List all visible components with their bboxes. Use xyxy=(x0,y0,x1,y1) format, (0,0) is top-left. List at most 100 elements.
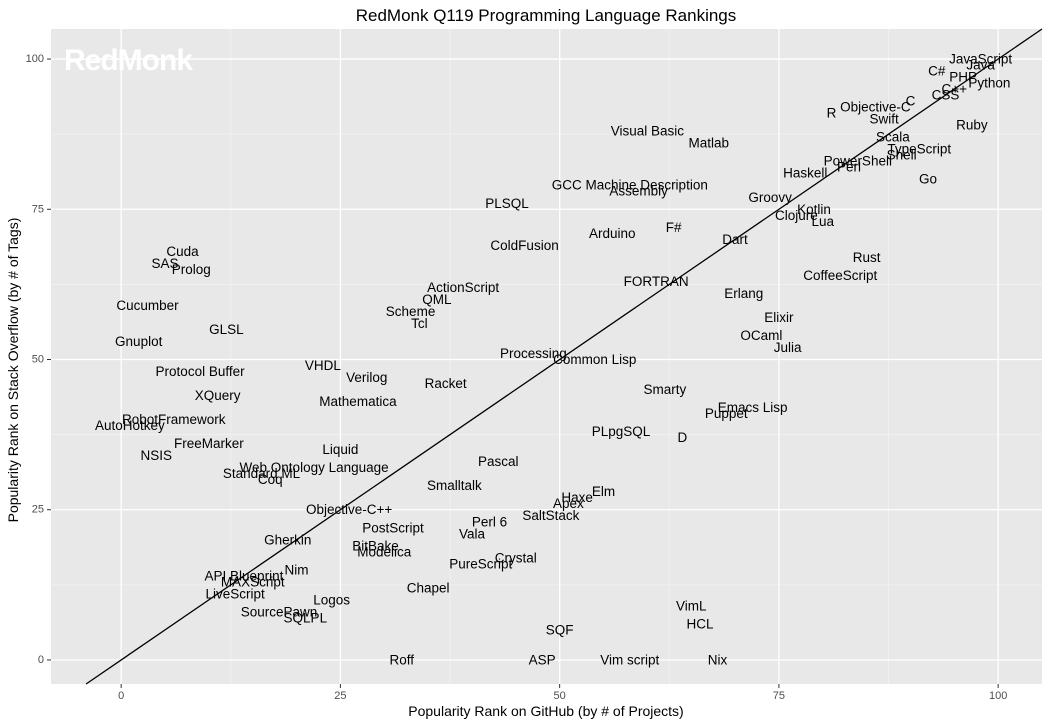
point-label: Chapel xyxy=(407,580,450,595)
point-label: Clojure xyxy=(775,208,818,223)
x-axis-ticks: 0 25 50 75 100 xyxy=(118,684,1007,702)
point-label: Vim script xyxy=(600,652,659,667)
point-label: PostScript xyxy=(362,520,424,535)
point-label: Standard ML xyxy=(223,466,301,481)
y-tick-label: 75 xyxy=(32,203,44,215)
point-label: GLSL xyxy=(209,322,244,337)
point-label: FORTRAN xyxy=(624,274,689,289)
point-label: Protocol Buffer xyxy=(156,364,246,379)
point-label: Elixir xyxy=(764,310,794,325)
point-label: Vala xyxy=(459,526,486,541)
y-axis-ticks: 0 25 50 75 100 xyxy=(26,53,51,666)
point-label: API Blueprint xyxy=(205,568,284,583)
point-label: Ruby xyxy=(956,118,988,133)
point-label: Rust xyxy=(853,250,881,265)
chart-title: RedMonk Q119 Programming Language Rankin… xyxy=(356,6,737,25)
point-label: SQLPL xyxy=(284,610,328,625)
point-label: Racket xyxy=(425,376,467,391)
point-label: VimL xyxy=(676,598,707,613)
point-label: XQuery xyxy=(195,388,241,403)
point-label: Coq xyxy=(258,472,283,487)
x-tick-label: 100 xyxy=(989,690,1007,702)
x-tick-label: 75 xyxy=(773,690,785,702)
y-tick-label: 50 xyxy=(32,354,44,366)
point-label: Crystal xyxy=(495,550,537,565)
point-label: Puppet xyxy=(705,406,748,421)
point-label: ActionScript xyxy=(427,280,499,295)
point-label: Prolog xyxy=(172,262,211,277)
point-label: Arduino xyxy=(589,226,636,241)
y-tick-label: 25 xyxy=(32,504,44,516)
point-label: Java xyxy=(966,58,995,73)
point-label: FreeMarker xyxy=(174,436,244,451)
point-label: R xyxy=(827,106,837,121)
point-label: Common Lisp xyxy=(553,352,636,367)
y-tick-label: 0 xyxy=(38,654,44,666)
watermark-logo: RedMonk xyxy=(64,44,193,77)
point-label: QML xyxy=(422,292,452,307)
point-label: Erlang xyxy=(724,286,763,301)
point-label: Nim xyxy=(285,562,309,577)
point-label: SaltStack xyxy=(522,508,579,523)
point-label: Objective-C xyxy=(840,100,911,115)
point-label: ASP xyxy=(529,652,556,667)
point-label: Matlab xyxy=(688,136,729,151)
point-label: PHP xyxy=(949,70,977,85)
point-label: GCC Machine Description xyxy=(552,178,708,193)
point-label: MAXScript xyxy=(221,574,285,589)
point-label: Shell xyxy=(887,148,917,163)
point-label: Perl xyxy=(837,160,861,175)
point-label: C++ xyxy=(942,82,968,97)
point-label: Scheme xyxy=(386,304,436,319)
x-tick-label: 50 xyxy=(554,690,566,702)
point-label: Visual Basic xyxy=(611,124,685,139)
point-label: NSIS xyxy=(140,448,172,463)
point-label: Haskell xyxy=(783,166,827,181)
point-label: Perl 6 xyxy=(472,514,507,529)
point-label: Web Ontology Language xyxy=(240,460,389,475)
point-label: BitBake xyxy=(352,538,399,553)
point-label: Roff xyxy=(390,652,415,667)
x-tick-label: 25 xyxy=(334,690,346,702)
point-label: PLSQL xyxy=(485,196,529,211)
point-label: D xyxy=(678,430,688,445)
point-label: TypeScript xyxy=(887,142,951,157)
point-label: Cucumber xyxy=(116,298,179,313)
point-label: C xyxy=(906,94,916,109)
point-label: Lua xyxy=(811,214,834,229)
point-label: Mathematica xyxy=(319,394,397,409)
point-label: AutoHotkey xyxy=(95,418,165,433)
point-label: PLpgSQL xyxy=(592,424,651,439)
point-label: RobotFramework xyxy=(122,412,226,427)
y-axis-label: Popularity Rank on Stack Overflow (by # … xyxy=(5,218,21,523)
point-label: Logos xyxy=(313,592,350,607)
point-label: Elm xyxy=(592,484,615,499)
x-tick-label: 0 xyxy=(118,690,124,702)
point-label: Assembly xyxy=(609,184,668,199)
point-label: Tcl xyxy=(411,316,428,331)
point-label: Gnuplot xyxy=(115,334,163,349)
point-label: Julia xyxy=(774,340,802,355)
point-label: SourcePawn xyxy=(241,604,318,619)
point-label: Processing xyxy=(500,346,567,361)
point-label: SQF xyxy=(546,622,574,637)
point-label: ColdFusion xyxy=(490,238,558,253)
point-label: PowerShell xyxy=(824,154,892,169)
point-label: Smalltalk xyxy=(427,478,482,493)
point-label: Scala xyxy=(876,130,910,145)
point-label: Go xyxy=(919,172,937,187)
point-label: Groovy xyxy=(748,190,792,205)
point-label: Smarty xyxy=(644,382,687,397)
point-label: Verilog xyxy=(346,370,387,385)
point-label: Dart xyxy=(722,232,748,247)
point-label: LiveScript xyxy=(206,586,266,601)
point-label: Python xyxy=(968,76,1010,91)
point-label: CoffeeScript xyxy=(803,268,877,283)
major-gridlines xyxy=(51,29,1042,684)
point-label: F# xyxy=(666,220,682,235)
point-label: VHDL xyxy=(305,358,342,373)
point-label: C# xyxy=(928,64,946,79)
y-tick-label: 100 xyxy=(26,53,44,65)
point-label: Cuda xyxy=(166,244,199,259)
